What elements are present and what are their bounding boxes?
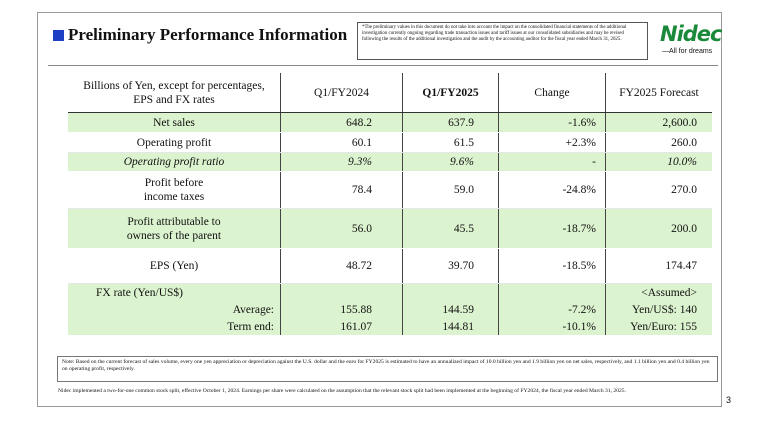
empty-cell [498,284,605,301]
value-cell: 61.5 [402,133,498,152]
value-cell: 144.81 [402,318,498,335]
value-cell: 648.2 [280,113,402,132]
value-cell: +2.3% [498,133,605,152]
value-cell: 155.88 [280,301,402,318]
fx-label: Term end: [227,320,274,333]
value-cell: -18.5% [498,249,605,283]
value-cell: -1.6% [498,113,605,132]
page-number: 3 [726,395,732,405]
row-label: Net sales [153,116,195,129]
table-row: EPS (Yen) 48.72 39.70 -18.5% 174.47 [68,249,712,284]
value-cell: 161.07 [280,318,402,335]
fx-label: Average: [232,303,274,316]
value-cell: 39.70 [402,249,498,283]
row-label: Profit attributable to owners of the par… [126,215,222,242]
value-cell: 9.3% [280,153,402,171]
value-cell: Yen/Euro: 155 [605,318,712,335]
value-cell: 144.59 [402,301,498,318]
column-header: Billions of Yen, except for percentages,… [83,79,265,106]
fx-row: Term end: 161.07 144.81 -10.1% Yen/Euro: 155 [68,318,712,335]
value-cell: 9.6% [402,153,498,171]
value-cell: -24.8% [498,172,605,208]
value-cell: -10.1% [498,318,605,335]
value-cell: -7.2% [498,301,605,318]
value-cell: 59.0 [402,172,498,208]
tagline: —All for dreams [662,48,713,55]
column-header: Change [498,73,605,112]
column-header: FY2025 Forecast [605,73,712,112]
value-cell: 260.0 [605,133,712,152]
table-row: Net sales 648.2 637.9 -1.6% 2,600.0 [68,113,712,133]
results-table: Billions of Yen, except for percentages,… [68,73,712,335]
value-cell: 270.0 [605,172,712,208]
value-cell: 637.9 [402,113,498,132]
fx-row: FX rate (Yen/US$) <Assumed> [68,284,712,301]
row-label: Operating profit ratio [123,156,225,168]
forecast-note: <Assumed> [605,284,712,301]
row-label: EPS (Yen) [149,260,199,272]
disclaimer: *The preliminary values in this document… [357,22,648,60]
column-header: Q1/FY2025 [402,73,498,112]
row-label: Profit before income taxes [143,177,205,203]
slide-frame [37,12,722,407]
value-cell: 200.0 [605,209,712,248]
empty-cell [402,284,498,301]
value-cell: -18.7% [498,209,605,248]
header-rule [48,65,718,66]
value-cell: 10.0% [605,153,712,171]
table-row: Profit before income taxes 78.4 59.0 -24.8%… [68,172,712,209]
value-cell: 78.4 [280,172,402,208]
table-row: Operating profit 60.1 61.5 +2.3% 260.0 [68,133,712,153]
row-label: Operating profit [136,136,212,149]
value-cell: Yen/US$: 140 [605,301,712,318]
value-cell: 2,600.0 [605,113,712,132]
table-row: Operating profit ratio 9.3% 9.6% -10.0% [68,153,712,172]
split-note: Nidec implemented a two-for-one common s… [58,388,627,394]
title: Preliminary Performance Information [68,25,348,44]
row-label: FX rate (Yen/US$) [96,286,183,299]
title-marker [53,30,64,41]
logo: Nidec [660,22,722,46]
table-row: Profit attributable to owners of the par… [68,209,712,249]
header-row: Billions of Yen, except for percentages,… [68,73,712,113]
value-cell: - [498,153,605,171]
column-header: Q1/FY2024 [280,73,402,112]
fx-note: Note: Based on the current forecast of s… [57,356,718,382]
value-cell: 45.5 [402,209,498,248]
value-cell: 48.72 [280,249,402,283]
value-cell: 174.47 [605,249,712,283]
value-cell: 60.1 [280,133,402,152]
fx-row: Average: 155.88 144.59 -7.2% Yen/US$: 140 [68,301,712,318]
value-cell: 56.0 [280,209,402,248]
empty-cell [280,284,402,301]
